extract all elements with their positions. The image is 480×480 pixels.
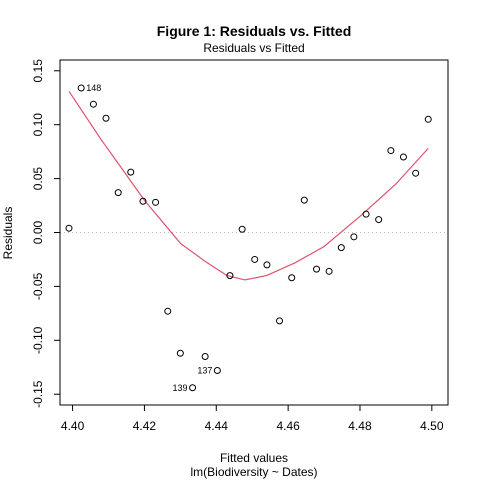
plot-frame bbox=[59, 59, 449, 406]
smoother-line bbox=[68, 90, 429, 281]
chart-title: Figure 1: Residuals vs. Fitted bbox=[157, 23, 352, 39]
x-tick-label: 4.44 bbox=[205, 419, 229, 433]
data-point bbox=[276, 317, 284, 325]
data-point bbox=[399, 153, 407, 161]
data-point bbox=[375, 216, 383, 224]
x-tick-label: 4.50 bbox=[420, 419, 444, 433]
data-point bbox=[263, 261, 271, 269]
y-tick-label: -0.15 bbox=[31, 380, 45, 408]
y-tick-label: -0.05 bbox=[31, 272, 45, 300]
x-axis-label: Fitted values bbox=[220, 451, 288, 465]
data-point bbox=[114, 189, 122, 197]
data-point bbox=[213, 367, 221, 374]
data-point bbox=[139, 197, 147, 205]
data-point bbox=[102, 114, 110, 122]
data-point bbox=[424, 115, 432, 123]
x-tick-label: 4.46 bbox=[276, 419, 300, 433]
data-point bbox=[251, 255, 259, 263]
chart-subtitle: Residuals vs Fitted bbox=[203, 41, 304, 55]
data-point bbox=[176, 349, 184, 357]
data-point bbox=[189, 384, 197, 392]
x-tick-label: 4.48 bbox=[348, 419, 372, 433]
data-point bbox=[65, 224, 73, 232]
point-label: 139 bbox=[173, 383, 188, 393]
data-point bbox=[152, 198, 160, 206]
data-point bbox=[226, 272, 234, 280]
y-tick-label: 0.05 bbox=[31, 167, 45, 191]
x-tick-label: 4.40 bbox=[61, 419, 85, 433]
data-point bbox=[362, 210, 370, 218]
data-point bbox=[288, 274, 296, 282]
x-tick-label: 4.42 bbox=[133, 419, 157, 433]
model-caption: lm(Biodiversity ~ Dates) bbox=[190, 465, 317, 479]
data-point bbox=[300, 196, 308, 204]
data-point bbox=[313, 265, 321, 273]
data-point bbox=[325, 267, 333, 275]
y-axis-label: Residuals bbox=[1, 207, 15, 260]
data-point bbox=[350, 233, 358, 241]
y-tick-label: -0.10 bbox=[31, 326, 45, 354]
data-point bbox=[238, 225, 246, 233]
data-point bbox=[164, 307, 172, 315]
data-point bbox=[89, 100, 97, 108]
data-point bbox=[127, 168, 135, 176]
point-label: 137 bbox=[197, 366, 212, 376]
y-tick-label: 0.00 bbox=[31, 220, 45, 244]
data-point bbox=[387, 147, 395, 155]
data-point bbox=[337, 244, 345, 252]
data-point bbox=[412, 169, 420, 177]
y-tick-label: 0.10 bbox=[31, 113, 45, 137]
data-point bbox=[201, 352, 209, 360]
y-tick-label: 0.15 bbox=[31, 59, 45, 83]
point-label: 148 bbox=[86, 83, 101, 93]
data-point bbox=[77, 84, 85, 92]
